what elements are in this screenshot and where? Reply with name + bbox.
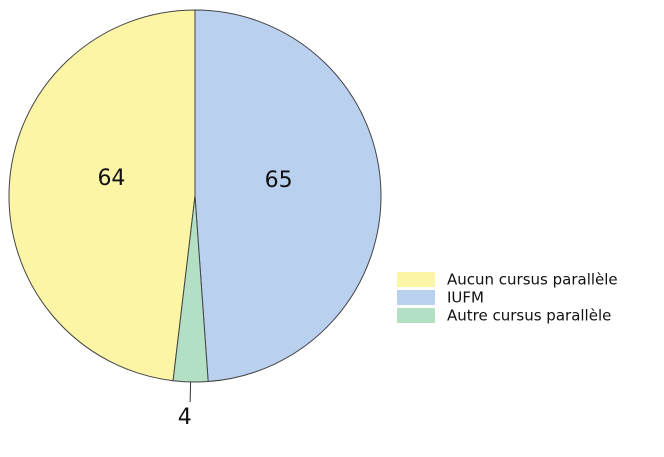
data-label: 65 xyxy=(265,168,293,193)
legend-label: IUFM xyxy=(447,289,484,307)
legend-swatch xyxy=(397,308,435,323)
pie-slice xyxy=(172,195,209,383)
legend-swatch xyxy=(397,290,435,305)
pie-slice xyxy=(194,9,382,383)
legend-label: Aucun cursus parallèle xyxy=(447,271,618,289)
data-label: 4 xyxy=(178,405,192,430)
pie-slice xyxy=(8,9,196,382)
data-label: 64 xyxy=(97,166,125,191)
legend-label: Autre cursus parallèle xyxy=(447,307,611,325)
legend-swatch xyxy=(397,272,435,287)
